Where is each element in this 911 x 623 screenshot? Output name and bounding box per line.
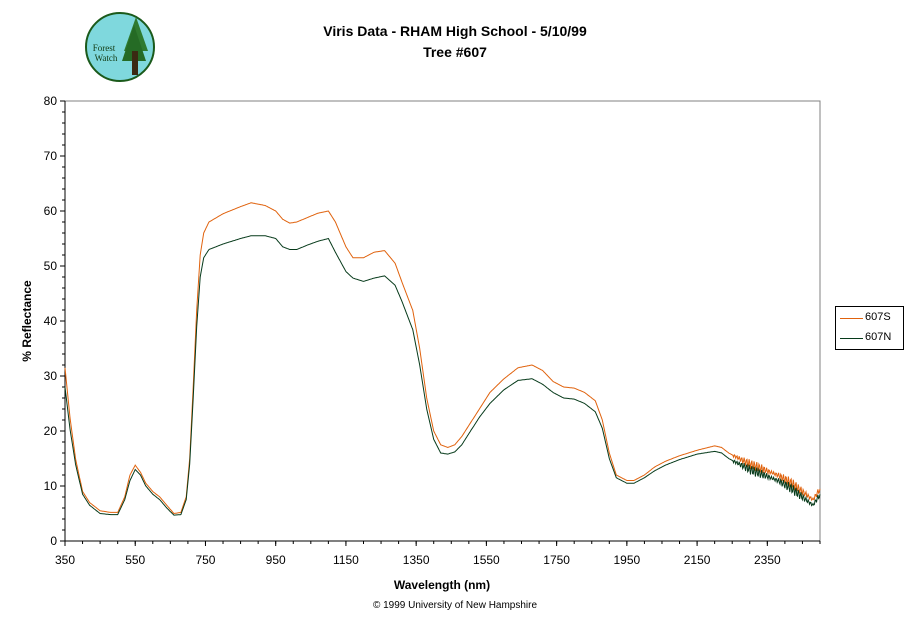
legend-item-607n: 607N	[840, 331, 902, 345]
x-tick-label: 750	[195, 553, 215, 567]
legend: 607S 607N	[835, 306, 904, 350]
forest-watch-logo: Forest Watch	[84, 11, 156, 83]
x-tick-label: 550	[125, 553, 145, 567]
x-tick-label: 1750	[543, 553, 570, 567]
legend-swatch-607n	[840, 338, 863, 339]
y-tick-label: 20	[44, 424, 58, 438]
chart-subtitle: Tree #607	[423, 44, 487, 60]
x-axis-label: Wavelength (nm)	[394, 578, 490, 592]
x-tick-label: 1950	[614, 553, 641, 567]
x-tick-label: 950	[266, 553, 286, 567]
legend-swatch-607s	[840, 318, 863, 319]
y-tick-label: 80	[44, 94, 58, 108]
logo-text-watch: Watch	[95, 53, 118, 63]
axes	[64, 100, 821, 542]
y-tick-label: 70	[44, 149, 58, 163]
x-tick-label: 350	[55, 553, 75, 567]
chart-title: Viris Data - RHAM High School - 5/10/99	[323, 23, 587, 39]
plot-area-border	[64, 100, 821, 542]
x-tick-label: 1350	[403, 553, 430, 567]
x-tick-label: 1150	[333, 553, 359, 567]
x-tick-label: 2150	[684, 553, 711, 567]
tree-icon	[122, 17, 148, 75]
legend-label-607n: 607N	[865, 331, 892, 343]
series-line-607s	[64, 202, 821, 515]
logo-text-forest: Forest	[93, 43, 116, 53]
y-tick-label: 10	[44, 479, 58, 493]
legend-item-607s: 607S	[840, 311, 902, 325]
copyright-text: © 1999 University of New Hampshire	[372, 600, 538, 611]
legend-label-607s: 607S	[865, 311, 891, 323]
y-tick-label: 0	[50, 534, 57, 548]
x-tick-label: 2350	[754, 553, 781, 567]
y-tick-label: 50	[44, 259, 58, 273]
series-layer	[64, 202, 821, 516]
y-tick-label: 30	[44, 369, 58, 383]
series-line-607n	[64, 235, 821, 516]
y-tick-label: 60	[44, 204, 58, 218]
y-tick-label: 40	[44, 314, 58, 328]
x-tick-label: 1550	[473, 553, 500, 567]
y-axis-label: % Reflectance	[20, 280, 34, 362]
ticks: 0 10 20 30 40 50 60 70 80 350 550 750 950 1150 1350 155…	[44, 94, 821, 567]
